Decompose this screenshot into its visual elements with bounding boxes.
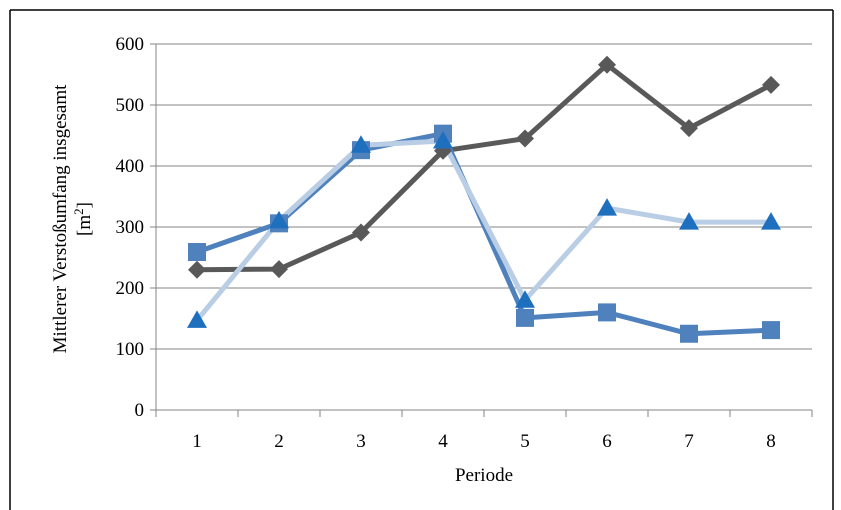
x-tick-label: 3 xyxy=(356,431,366,452)
gridlines xyxy=(156,43,812,350)
triangle-marker xyxy=(351,135,371,153)
diamond-marker xyxy=(270,260,288,279)
square-marker xyxy=(762,321,780,340)
triangle-marker xyxy=(679,212,699,230)
x-axis-title: Periode xyxy=(455,465,513,486)
y-tick-label: 100 xyxy=(116,339,145,360)
axes xyxy=(150,43,813,417)
triangle-marker xyxy=(597,198,617,216)
series-line-2 xyxy=(196,131,772,337)
y-tick-label: 400 xyxy=(116,156,145,177)
triangle-marker xyxy=(269,210,289,229)
triangle-marker xyxy=(515,290,535,308)
x-tick-label: 7 xyxy=(684,431,694,452)
diamond-marker xyxy=(352,223,370,242)
y-axis-title-line1: Mittlerer Verstoßumfang insgesamt xyxy=(50,84,71,353)
x-tick-labels: 1 2 3 4 5 6 7 8 xyxy=(192,431,776,452)
y-tick-label: 0 xyxy=(135,400,145,421)
diamond-marker xyxy=(516,129,534,148)
x-tick-label: 8 xyxy=(766,431,776,452)
square-marker xyxy=(188,243,206,262)
series-line-3 xyxy=(195,138,771,322)
diamond-marker xyxy=(598,55,616,74)
diamond-marker xyxy=(680,119,698,138)
triangle-marker xyxy=(761,212,781,230)
triangle-marker xyxy=(187,310,207,328)
y-tick-label: 200 xyxy=(116,278,145,299)
y-axis-title-line2: [m2] xyxy=(71,202,95,236)
y-tick-label: 600 xyxy=(116,34,145,55)
x-tick-label: 4 xyxy=(438,431,448,452)
series-group xyxy=(187,55,781,343)
y-tick-labels: 0 100 200 300 400 500 600 xyxy=(116,34,145,421)
square-marker xyxy=(680,324,698,343)
square-marker xyxy=(516,308,534,327)
diamond-marker xyxy=(188,260,206,279)
series-line-1 xyxy=(196,62,773,273)
y-axis-title: Mittlerer Verstoßumfang insgesamt [m2] xyxy=(50,84,95,353)
x-tick-label: 2 xyxy=(274,431,284,452)
y-tick-label: 500 xyxy=(116,95,145,116)
diamond-marker xyxy=(762,75,780,94)
square-marker xyxy=(598,303,616,322)
y-tick-label: 300 xyxy=(116,217,145,238)
triangle-marker xyxy=(433,130,453,149)
x-tick-label: 1 xyxy=(192,431,202,452)
x-tick-label: 5 xyxy=(520,431,530,452)
x-tick-label: 6 xyxy=(602,431,612,452)
